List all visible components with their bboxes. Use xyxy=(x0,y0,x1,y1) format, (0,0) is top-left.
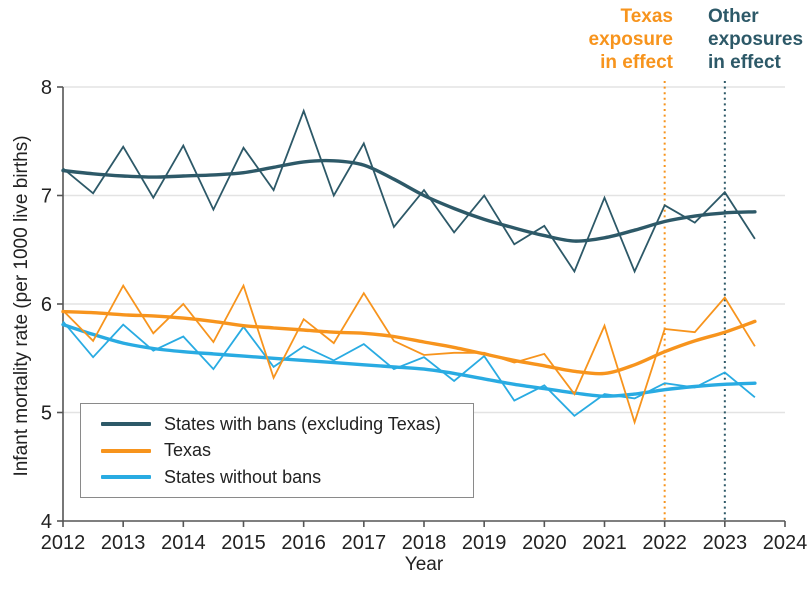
y-axis-title: Infant mortality rate (per 1000 live bir… xyxy=(11,135,32,477)
annotation-texas-exposure: Texas exposure in effect xyxy=(533,5,673,74)
line-swatch-orange xyxy=(101,448,151,453)
x-tick-label: 2014 xyxy=(161,532,206,554)
x-tick-label: 2016 xyxy=(281,532,326,554)
x-tick-label: 2015 xyxy=(221,532,266,554)
x-tick-label: 2023 xyxy=(703,532,748,554)
series-observed-states-without-bans xyxy=(62,320,756,417)
series-observed-texas xyxy=(62,283,756,426)
annotation-other-line1: Other xyxy=(708,6,759,27)
x-tick-label: 2022 xyxy=(642,532,687,554)
x-axis-title: Year xyxy=(404,554,444,575)
series-observed-states-with-bans-excluding-texas- xyxy=(62,108,756,274)
annotation-other-line3: in effect xyxy=(708,52,781,73)
y-tick-label: 4 xyxy=(41,511,52,533)
series-trend-texas xyxy=(61,309,757,376)
legend-label: States without bans xyxy=(164,466,322,487)
y-tick-label: 5 xyxy=(41,403,52,425)
x-tick-label: 2021 xyxy=(582,532,627,554)
legend-label: States with bans (excluding Texas) xyxy=(164,413,441,434)
annotation-texas-line2: exposure xyxy=(588,29,673,50)
line-swatch-blue xyxy=(101,475,151,479)
legend-item-texas: Texas xyxy=(101,440,473,461)
x-tick-label: 2017 xyxy=(342,532,387,554)
y-tick-label: 6 xyxy=(41,294,52,316)
x-tick-label: 2018 xyxy=(402,532,447,554)
legend-item-states-with-bans: States with bans (excluding Texas) xyxy=(101,414,473,435)
line-swatch-dark-teal xyxy=(101,422,151,426)
series-trend-states-without-bans xyxy=(61,322,757,398)
x-tick-label: 2013 xyxy=(101,532,146,554)
annotation-other-line2: exposures xyxy=(708,29,804,50)
chart-legend: States with bans (excluding Texas) Texas… xyxy=(80,403,474,498)
x-tick-label: 2012 xyxy=(41,532,86,554)
legend-label: Texas xyxy=(164,440,212,460)
x-tick-label: 2020 xyxy=(522,532,567,554)
annotation-texas-line1: Texas xyxy=(620,6,673,27)
x-tick-label: 2024 xyxy=(763,532,808,554)
annotation-texas-line3: in effect xyxy=(600,52,673,73)
series-trend-states-with-bans-excluding-texas- xyxy=(61,158,757,243)
y-tick-label: 8 xyxy=(41,77,52,99)
legend-item-states-without-bans: States without bans xyxy=(101,467,473,488)
annotation-other-exposures: Other exposures in effect xyxy=(708,5,808,74)
x-tick-label: 2019 xyxy=(462,532,507,554)
y-tick-label: 7 xyxy=(41,186,52,208)
